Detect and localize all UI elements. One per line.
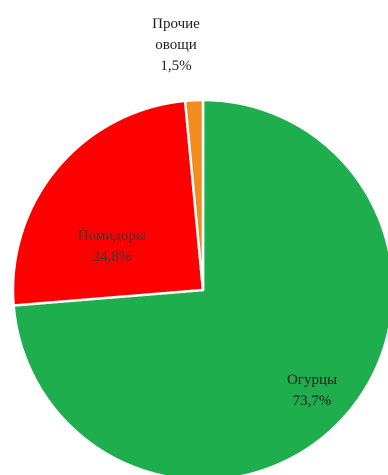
slice-label-1: Огурцы 73,7%: [287, 372, 337, 409]
slice-name: Огурцы: [287, 372, 337, 388]
slice-labels: Огурцы 73,7% Помидоры 24,8% Прочие овощи 1,5%: [78, 16, 337, 409]
slice-name: Помидоры: [78, 228, 146, 244]
pie-slice-3: [183, 98, 205, 292]
slice-name: Прочие: [152, 16, 200, 32]
pie-slice-1: [12, 98, 388, 475]
slice-value: 1,5%: [160, 58, 191, 74]
pie-slices: [11, 98, 388, 475]
slice-label-2: Помидоры 24,8%: [78, 228, 146, 265]
slice-value: 73,7%: [293, 393, 332, 409]
pie-slice-2: [11, 99, 205, 307]
slice-value: 24,8%: [93, 249, 132, 265]
slice-name: овощи: [155, 37, 197, 53]
slice-label-3: Прочие овощи 1,5%: [152, 16, 200, 74]
